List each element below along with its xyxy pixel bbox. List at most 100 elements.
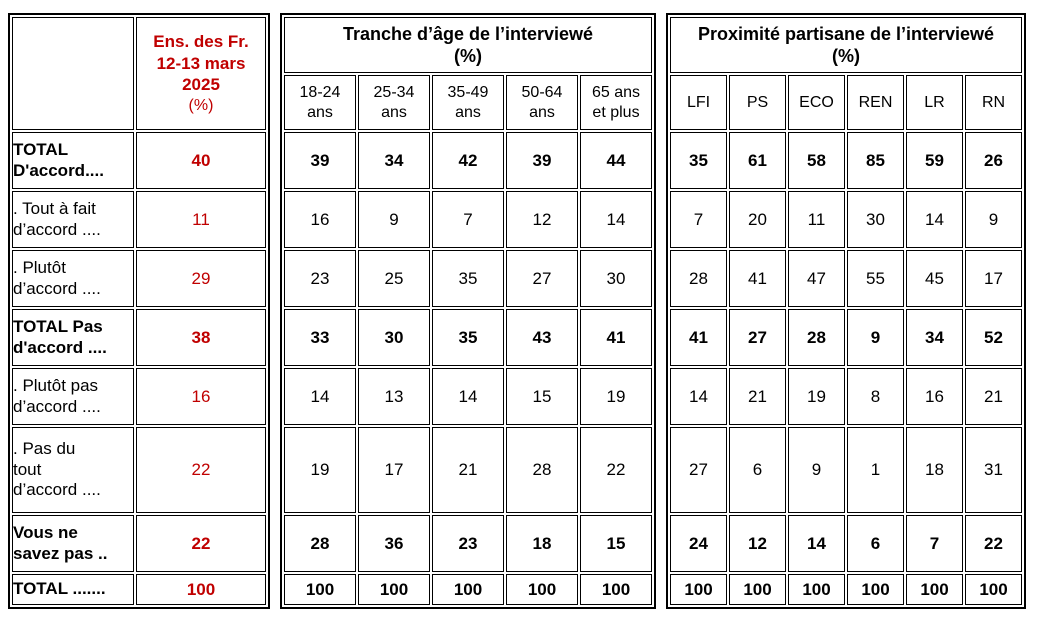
party-value-cell: 41 — [670, 309, 727, 366]
ensemble-header-cell: Ens. des Fr. 12-13 mars 2025 (%) — [136, 17, 266, 130]
party-value-cell: 100 — [788, 574, 845, 605]
age-value-cell: 35 — [432, 309, 504, 366]
party-value-row: 27 6 9 1 18 31 — [670, 427, 1022, 513]
party-value-row: 41 27 28 9 34 52 — [670, 309, 1022, 366]
age-value-cell: 23 — [284, 250, 356, 307]
party-value-cell: 18 — [906, 427, 963, 513]
ensemble-value-cell: 16 — [136, 368, 266, 425]
row-label: . Plutôt pas d’accord .... — [12, 368, 134, 425]
age-table-unit: (%) — [454, 46, 482, 67]
age-value-cell: 36 — [358, 515, 430, 572]
party-value-cell: 45 — [906, 250, 963, 307]
survey-crosstab: Ens. des Fr. 12-13 mars 2025 (%) TOTAL D… — [8, 13, 1026, 609]
party-value-cell: 27 — [729, 309, 786, 366]
row-label: Vous ne savez pas .. — [12, 515, 134, 572]
party-value-cell: 34 — [906, 309, 963, 366]
answer-row: TOTAL D'accord.... 40 — [12, 132, 266, 189]
party-column-header: REN — [847, 75, 904, 130]
party-value-cell: 31 — [965, 427, 1022, 513]
age-value-cell: 16 — [284, 191, 356, 248]
age-value-cell: 7 — [432, 191, 504, 248]
corner-blank-cell — [12, 17, 134, 130]
age-value-row: 19 17 21 28 22 — [284, 427, 652, 513]
age-value-cell: 9 — [358, 191, 430, 248]
ensemble-value-cell: 38 — [136, 309, 266, 366]
party-value-cell: 6 — [847, 515, 904, 572]
party-column-header: PS — [729, 75, 786, 130]
answer-row: TOTAL Pas d'accord .... 38 — [12, 309, 266, 366]
party-value-row: 24 12 14 6 7 22 — [670, 515, 1022, 572]
party-value-cell: 14 — [906, 191, 963, 248]
party-value-cell: 9 — [788, 427, 845, 513]
party-table-title: Proximité partisane de l’interviewé — [697, 24, 995, 45]
age-value-cell: 14 — [580, 191, 652, 248]
answer-row: . Tout à fait d’accord .... 11 — [12, 191, 266, 248]
age-value-cell: 44 — [580, 132, 652, 189]
party-value-cell: 85 — [847, 132, 904, 189]
age-value-cell: 25 — [358, 250, 430, 307]
row-label: . Tout à fait d’accord .... — [12, 191, 134, 248]
party-value-row: 7 20 11 30 14 9 — [670, 191, 1022, 248]
ensemble-value-cell: 11 — [136, 191, 266, 248]
age-value-cell: 42 — [432, 132, 504, 189]
age-value-cell: 41 — [580, 309, 652, 366]
ensemble-header-unit: (%) — [188, 97, 214, 115]
party-value-cell: 28 — [670, 250, 727, 307]
age-column-header: 35-49 ans — [432, 75, 504, 130]
party-value-cell: 9 — [847, 309, 904, 366]
age-value-cell: 28 — [284, 515, 356, 572]
party-value-cell: 7 — [906, 515, 963, 572]
age-value-cell: 19 — [580, 368, 652, 425]
answer-row: . Plutôt pas d’accord .... 16 — [12, 368, 266, 425]
party-value-cell: 22 — [965, 515, 1022, 572]
party-value-cell: 17 — [965, 250, 1022, 307]
age-value-cell: 43 — [506, 309, 578, 366]
party-value-cell: 41 — [729, 250, 786, 307]
answer-row: . Plutôt d’accord .... 29 — [12, 250, 266, 307]
age-value-cell: 100 — [284, 574, 356, 605]
age-value-cell: 30 — [580, 250, 652, 307]
party-value-cell: 100 — [729, 574, 786, 605]
age-value-cell: 14 — [284, 368, 356, 425]
ensemble-value-cell: 22 — [136, 515, 266, 572]
age-value-row: 23 25 35 27 30 — [284, 250, 652, 307]
party-value-cell: 19 — [788, 368, 845, 425]
age-value-cell: 39 — [284, 132, 356, 189]
age-value-cell: 22 — [580, 427, 652, 513]
ensemble-value-cell: 29 — [136, 250, 266, 307]
age-table-header-cell: Tranche d’âge de l’interviewé (%) — [284, 17, 652, 73]
party-column-header: ECO — [788, 75, 845, 130]
party-value-cell: 16 — [906, 368, 963, 425]
age-value-row: 28 36 23 18 15 — [284, 515, 652, 572]
ensemble-value-cell: 40 — [136, 132, 266, 189]
party-value-cell: 14 — [670, 368, 727, 425]
row-label: TOTAL ....... — [12, 574, 134, 605]
age-value-cell: 100 — [358, 574, 430, 605]
age-value-cell: 17 — [358, 427, 430, 513]
age-value-cell: 100 — [580, 574, 652, 605]
party-value-cell: 12 — [729, 515, 786, 572]
answer-row: Vous ne savez pas .. 22 — [12, 515, 266, 572]
age-value-cell: 34 — [358, 132, 430, 189]
party-value-cell: 100 — [906, 574, 963, 605]
age-value-row: 14 13 14 15 19 — [284, 368, 652, 425]
party-value-cell: 26 — [965, 132, 1022, 189]
party-value-cell: 100 — [965, 574, 1022, 605]
age-value-cell: 27 — [506, 250, 578, 307]
party-value-cell: 20 — [729, 191, 786, 248]
age-value-cell: 28 — [506, 427, 578, 513]
party-value-cell: 1 — [847, 427, 904, 513]
row-label: . Pas du tout d’accord .... — [12, 427, 134, 513]
party-column-header: RN — [965, 75, 1022, 130]
age-value-cell: 14 — [432, 368, 504, 425]
age-table: Tranche d’âge de l’interviewé (%) 18-24 … — [280, 13, 656, 609]
party-value-cell: 55 — [847, 250, 904, 307]
party-value-cell: 6 — [729, 427, 786, 513]
age-value-row: 100 100 100 100 100 — [284, 574, 652, 605]
answer-row: . Pas du tout d’accord .... 22 — [12, 427, 266, 513]
age-value-row: 39 34 42 39 44 — [284, 132, 652, 189]
party-table-unit: (%) — [832, 46, 860, 67]
party-table-header-cell: Proximité partisane de l’interviewé (%) — [670, 17, 1022, 73]
party-value-cell: 59 — [906, 132, 963, 189]
party-value-row: 14 21 19 8 16 21 — [670, 368, 1022, 425]
